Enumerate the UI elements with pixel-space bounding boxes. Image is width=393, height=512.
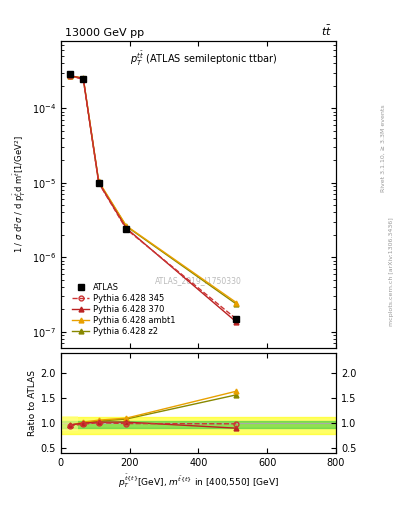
Bar xyxy=(61,421,336,428)
Legend: ATLAS, Pythia 6.428 345, Pythia 6.428 370, Pythia 6.428 ambt1, Pythia 6.428 z2: ATLAS, Pythia 6.428 345, Pythia 6.428 37… xyxy=(71,281,177,338)
Text: ATLAS_2019_I1750330: ATLAS_2019_I1750330 xyxy=(155,276,242,285)
Pythia 6.428 ambt1 xyxy=(96,178,101,184)
Y-axis label: Ratio to ATLAS: Ratio to ATLAS xyxy=(28,370,37,436)
Pythia 6.428 370 xyxy=(67,72,72,78)
Pythia 6.428 345 xyxy=(67,73,72,79)
Text: $t\bar{t}$: $t\bar{t}$ xyxy=(321,24,332,38)
Text: $p_T^{t\bar{t}}$ (ATLAS semileptonic ttbar): $p_T^{t\bar{t}}$ (ATLAS semileptonic ttb… xyxy=(130,50,277,69)
Pythia 6.428 345 xyxy=(234,316,239,322)
X-axis label: $p_T^{\bar{t}\{t\}}$[GeV], $m^{\bar{t}\{t\}}$ in [400,550] [GeV]: $p_T^{\bar{t}\{t\}}$[GeV], $m^{\bar{t}\{… xyxy=(118,472,279,490)
Pythia 6.428 ambt1 xyxy=(81,75,86,81)
Pythia 6.428 ambt1 xyxy=(67,73,72,79)
Pythia 6.428 z2 xyxy=(81,75,86,81)
Pythia 6.428 z2 xyxy=(67,73,72,79)
Y-axis label: 1 / $\sigma$ d$^2\sigma$ / d p$_T^{\bar{t}}$d m$^{\bar{t}}$[1/GeV$^2$]: 1 / $\sigma$ d$^2\sigma$ / d p$_T^{\bar{… xyxy=(11,136,28,253)
Pythia 6.428 370 xyxy=(81,75,86,81)
Bar xyxy=(61,416,78,431)
Pythia 6.428 345 xyxy=(96,180,101,186)
Pythia 6.428 z2 xyxy=(234,301,239,307)
Pythia 6.428 345 xyxy=(81,76,86,82)
Pythia 6.428 ambt1 xyxy=(124,223,129,229)
Pythia 6.428 345 xyxy=(124,226,129,232)
Text: 13000 GeV pp: 13000 GeV pp xyxy=(65,28,144,38)
Text: mcplots.cern.ch [arXiv:1306.3436]: mcplots.cern.ch [arXiv:1306.3436] xyxy=(389,217,393,326)
Line: Pythia 6.428 ambt1: Pythia 6.428 ambt1 xyxy=(67,73,239,305)
Pythia 6.428 370 xyxy=(124,225,129,231)
Line: Pythia 6.428 z2: Pythia 6.428 z2 xyxy=(67,73,239,307)
Bar xyxy=(61,417,336,434)
Line: Pythia 6.428 370: Pythia 6.428 370 xyxy=(67,73,239,325)
Pythia 6.428 370 xyxy=(234,319,239,325)
Pythia 6.428 z2 xyxy=(124,223,129,229)
Pythia 6.428 ambt1 xyxy=(234,300,239,306)
Pythia 6.428 370 xyxy=(96,180,101,186)
Line: Pythia 6.428 345: Pythia 6.428 345 xyxy=(67,74,239,322)
Text: Rivet 3.1.10, ≥ 3.3M events: Rivet 3.1.10, ≥ 3.3M events xyxy=(381,104,386,193)
Pythia 6.428 z2 xyxy=(96,179,101,185)
